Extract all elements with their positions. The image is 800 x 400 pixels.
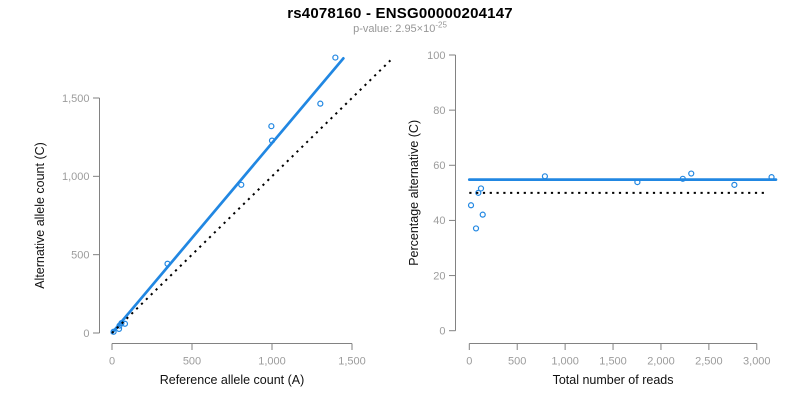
pct-vs-reads-y-axis-title: Percentage alternative (C)	[407, 120, 421, 266]
pct-vs-reads-y-tick-label: 40	[433, 215, 445, 227]
ref-vs-alt-y-tick-label: 1,000	[62, 171, 90, 183]
ref-vs-alt-data-point	[332, 54, 339, 61]
pct-vs-reads-data-point	[688, 170, 695, 177]
identity-line	[111, 59, 392, 334]
pct-vs-reads-x-tick-label: 500	[508, 356, 526, 368]
pct-vs-reads-x-tick-label: 2,000	[647, 356, 675, 368]
ref-vs-alt-y-axis-title: Alternative allele count (C)	[33, 142, 47, 289]
pct-vs-reads-y-tick-label: 20	[433, 270, 445, 282]
pct-vs-reads-y-tick-label: 60	[433, 160, 445, 172]
pct-vs-reads-y-tick-label: 80	[433, 105, 445, 117]
ref-vs-alt-data-point	[317, 100, 324, 107]
ref-vs-alt-x-tick-label: 1,000	[258, 356, 286, 368]
ref-vs-alt-data-point	[238, 181, 245, 188]
pct-vs-reads-x-tick-label: 1,500	[599, 356, 627, 368]
ref-vs-alt-y-tick-label: 0	[83, 328, 89, 340]
pct-vs-reads-x-tick-label: 3,000	[743, 356, 771, 368]
pct-vs-reads-y-tick-label: 0	[439, 326, 445, 338]
pct-vs-reads-x-tick-label: 1,000	[551, 356, 579, 368]
pct-vs-reads-data-point	[467, 202, 475, 209]
pct-vs-reads-data-point	[477, 185, 485, 192]
ref-vs-alt-x-tick-label: 500	[183, 356, 201, 368]
pct-vs-reads-data-point	[731, 181, 738, 188]
ref-vs-alt-x-tick-label: 1,500	[338, 356, 366, 368]
pct-vs-reads-x-tick-label: 0	[466, 356, 472, 368]
pct-vs-reads-y-tick-label: 100	[427, 50, 445, 62]
pct-vs-reads-data-point	[472, 225, 480, 232]
ref-vs-alt-y-tick-label: 1,500	[62, 93, 90, 105]
pct-vs-reads-data-point	[479, 211, 486, 218]
pct-vs-reads-data-point	[541, 173, 549, 180]
pct-vs-reads-x-tick-label: 2,500	[695, 356, 723, 368]
pct-vs-reads-data-point	[475, 189, 482, 196]
ref-vs-alt-data-point	[268, 123, 275, 130]
ref-vs-alt-x-axis-title: Reference allele count (A)	[160, 373, 305, 387]
pct-vs-reads-x-axis-title: Total number of reads	[553, 373, 674, 387]
ref-vs-alt-x-tick-label: 0	[109, 356, 115, 368]
ref-vs-alt-y-tick-label: 500	[71, 249, 89, 261]
fitted-line	[110, 57, 345, 335]
